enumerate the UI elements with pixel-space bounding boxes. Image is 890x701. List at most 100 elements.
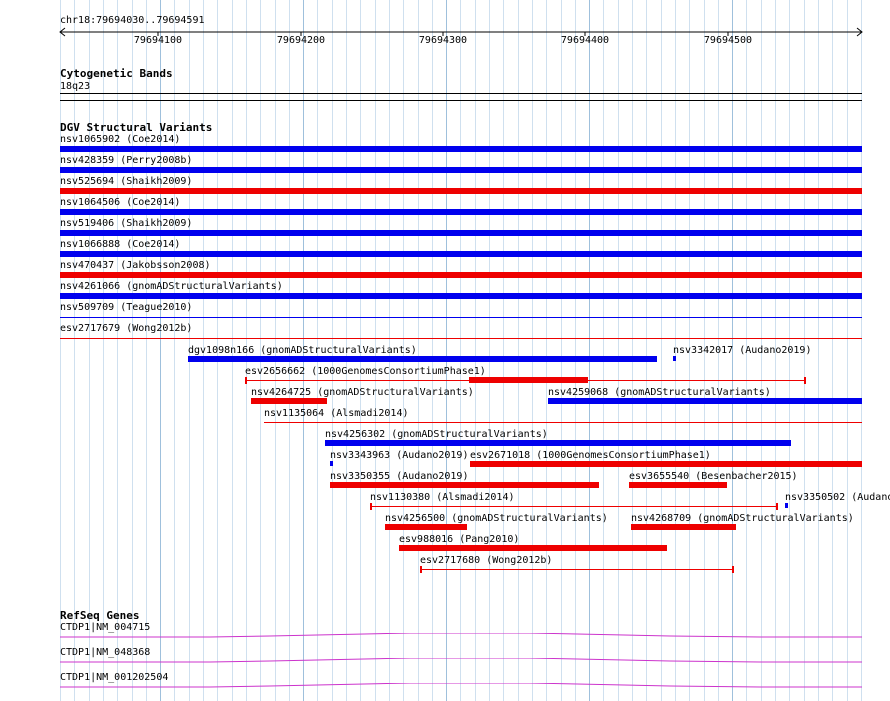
variant-label[interactable]: nsv525694 (Shaikh2009) (60, 176, 193, 187)
variant-label[interactable]: nsv3342017 (Audano2019) (673, 345, 812, 356)
grid-line (689, 0, 690, 701)
grid-line (746, 0, 747, 701)
gene-label[interactable]: CTDP1|NM_004715 (60, 622, 151, 633)
grid-line (432, 0, 433, 701)
grid-line (174, 0, 175, 701)
variant-label[interactable]: nsv1066888 (Coe2014) (60, 239, 181, 250)
variant-bar[interactable] (60, 209, 862, 215)
variant-bar[interactable] (469, 377, 588, 383)
variant-bar[interactable] (264, 422, 862, 423)
variant-bar[interactable] (330, 482, 599, 488)
variant-bar[interactable] (325, 440, 791, 446)
variant-bar[interactable] (785, 503, 788, 508)
variant-label[interactable]: nsv519406 (Shaikh2009) (60, 218, 193, 229)
variant-label[interactable]: esv2671018 (1000GenomesConsortiumPhase1) (470, 450, 711, 461)
grid-line (303, 0, 304, 701)
variant-bar[interactable] (470, 461, 862, 467)
position-grid (60, 0, 862, 701)
variant-label[interactable]: nsv428359 (Perry2008b) (60, 155, 193, 166)
variant-bar[interactable] (60, 230, 862, 236)
variant-bar[interactable] (548, 398, 862, 404)
variant-label[interactable]: nsv4256500 (gnomADStructuralVariants) (385, 513, 608, 524)
cytoband-track-title[interactable]: Cytogenetic Bands (60, 67, 173, 80)
right-arrow-icon (856, 27, 863, 37)
gene-label[interactable]: CTDP1|NM_048368 (60, 647, 151, 658)
grid-line (861, 0, 862, 701)
grid-line (317, 0, 318, 701)
variant-label[interactable]: nsv4264725 (gnomADStructuralVariants) (251, 387, 474, 398)
variant-bar[interactable] (60, 317, 862, 318)
variant-label[interactable]: nsv470437 (Jakobsson2008) (60, 260, 211, 271)
variant-label[interactable]: esv3655540 (Besenbacher2015) (629, 471, 798, 482)
variant-label[interactable]: nsv4256302 (gnomADStructuralVariants) (325, 429, 548, 440)
grid-line (832, 0, 833, 701)
variant-label[interactable]: esv2717679 (Wong2012b) (60, 323, 193, 334)
grid-line (489, 0, 490, 701)
variant-label[interactable]: nsv3350355 (Audano2019) (330, 471, 469, 482)
gene-model[interactable] (60, 683, 862, 691)
variant-bar[interactable] (631, 524, 736, 530)
variant-label[interactable]: nsv509709 (Teague2010) (60, 302, 193, 313)
grid-line (804, 0, 805, 701)
variant-label[interactable]: esv988016 (Pang2010) (399, 534, 520, 545)
variant-label[interactable]: nsv3350502 (Audano (785, 492, 890, 503)
grid-line (446, 0, 447, 701)
variant-extent-line[interactable] (370, 506, 777, 507)
variant-end-tick (245, 377, 247, 384)
variant-bar[interactable] (251, 398, 327, 404)
grid-line (775, 0, 776, 701)
variant-label[interactable]: nsv1130380 (Alsmadi2014) (370, 492, 515, 503)
gene-model[interactable] (60, 658, 862, 666)
grid-line (675, 0, 676, 701)
grid-line (375, 0, 376, 701)
grid-line (789, 0, 790, 701)
variant-label[interactable]: nsv1064506 (Coe2014) (60, 197, 181, 208)
variant-bar[interactable] (399, 545, 667, 551)
cytoband-bar[interactable] (60, 93, 862, 94)
grid-line (346, 0, 347, 701)
variant-bar[interactable] (188, 356, 657, 362)
variant-bar[interactable] (673, 356, 676, 361)
variant-bar[interactable] (629, 482, 727, 488)
variant-label[interactable]: nsv4261066 (gnomADStructuralVariants) (60, 281, 283, 292)
variant-label[interactable]: nsv1135064 (Alsmadi2014) (264, 408, 409, 419)
variant-label[interactable]: nsv4268709 (gnomADStructuralVariants) (631, 513, 854, 524)
grid-line (403, 0, 404, 701)
variant-label[interactable]: nsv4259068 (gnomADStructuralVariants) (548, 387, 771, 398)
variant-bar[interactable] (60, 272, 862, 278)
variant-bar[interactable] (60, 167, 862, 173)
ruler-axis (59, 27, 863, 37)
variant-label[interactable]: nsv1065902 (Coe2014) (60, 134, 181, 145)
variant-end-tick (732, 566, 734, 573)
grid-line (418, 0, 419, 701)
variant-label[interactable]: dgv1098n166 (gnomADStructuralVariants) (188, 345, 417, 356)
grid-line (389, 0, 390, 701)
variant-bar[interactable] (60, 188, 862, 194)
cytoband-label[interactable]: 18q23 (60, 81, 91, 92)
gene-model[interactable] (60, 633, 862, 641)
variant-end-tick (370, 503, 372, 510)
grid-line (246, 0, 247, 701)
variant-bar[interactable] (330, 461, 333, 466)
variant-label[interactable]: nsv3343963 (Audano2019) (330, 450, 469, 461)
variant-label[interactable]: esv2717680 (Wong2012b) (420, 555, 553, 566)
variant-bar[interactable] (385, 524, 467, 530)
variant-bar[interactable] (60, 338, 862, 339)
grid-line (704, 0, 705, 701)
grid-line (160, 0, 161, 701)
grid-line (60, 0, 61, 701)
ruler-tick-label: 79694300 (418, 35, 468, 46)
grid-line (132, 0, 133, 701)
variant-bar[interactable] (60, 251, 862, 257)
grid-line (74, 0, 75, 701)
variant-label[interactable]: esv2656662 (1000GenomesConsortiumPhase1) (245, 366, 486, 377)
grid-line (575, 0, 576, 701)
variant-extent-line[interactable] (420, 569, 733, 570)
refseq-track-title[interactable]: RefSeq Genes (60, 609, 140, 622)
variant-bar[interactable] (60, 293, 862, 299)
grid-line (360, 0, 361, 701)
gene-label[interactable]: CTDP1|NM_001202504 (60, 672, 169, 683)
grid-line (289, 0, 290, 701)
dgv-track-title[interactable]: DGV Structural Variants (60, 121, 213, 134)
variant-bar[interactable] (60, 146, 862, 152)
